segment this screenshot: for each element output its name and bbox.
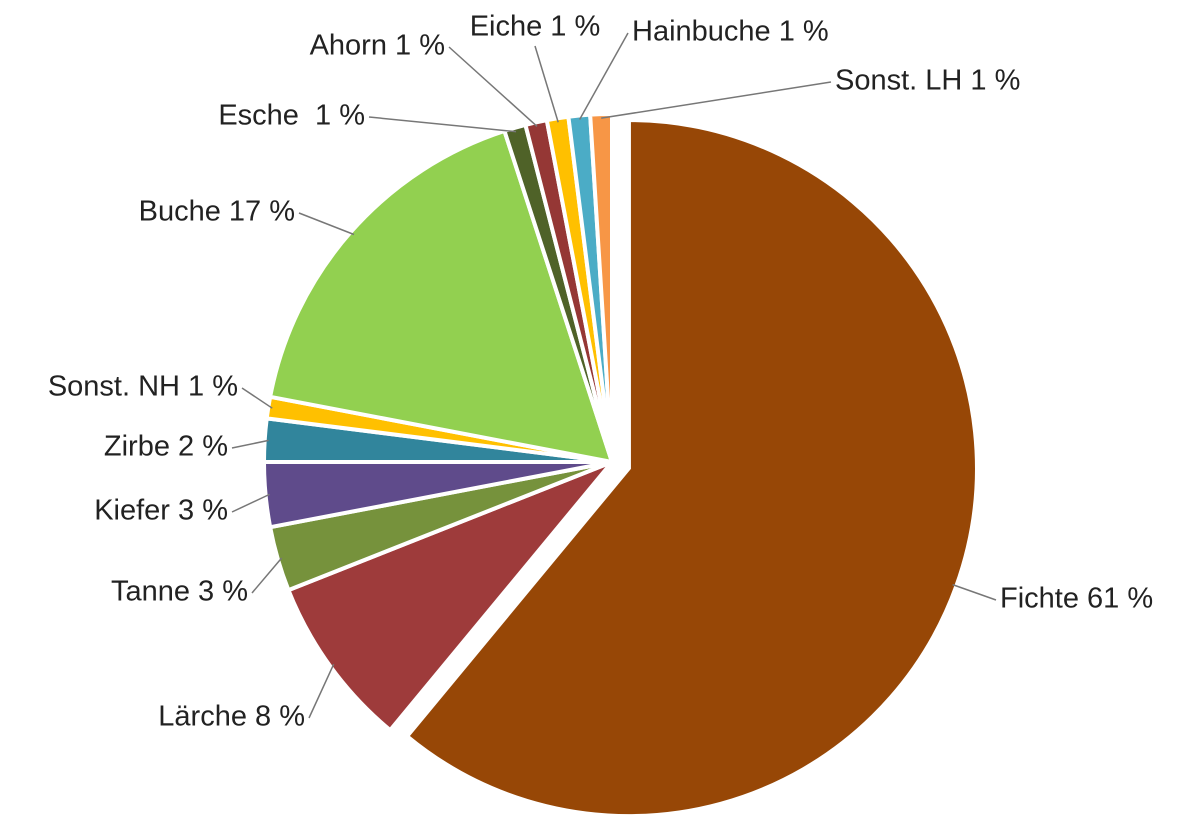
data-label: Hainbuche 1 % [632,16,829,48]
leader-line [601,81,832,119]
data-label: Fichte 61 % [1000,583,1153,615]
data-label: Tanne 3 % [111,576,248,608]
data-label: Sonst. NH 1 % [48,371,238,403]
data-label: Buche 17 % [139,196,295,228]
pie-slice [588,111,614,463]
leader-line [952,583,997,601]
data-label: Kiefer 3 % [94,495,228,527]
leader-line [308,663,335,719]
data-label: Lärche 8 % [158,701,305,733]
leader-line [231,439,269,449]
leader-line [298,212,355,236]
data-label: Ahorn 1 % [310,30,445,62]
pie-slice [285,460,614,733]
leader-line [534,45,559,123]
leader-line [251,557,283,594]
leader-line [448,46,538,127]
data-label: Sonst. LH 1 % [835,65,1020,97]
data-label: Zirbe 2 % [104,431,228,463]
data-label: Esche 1 % [218,100,365,132]
leader-line [241,387,273,409]
leader-line [231,493,270,513]
leader-line [368,116,517,133]
data-label: Eiche 1 % [470,11,601,43]
pie-slice [267,128,615,465]
leader-line [578,32,629,120]
